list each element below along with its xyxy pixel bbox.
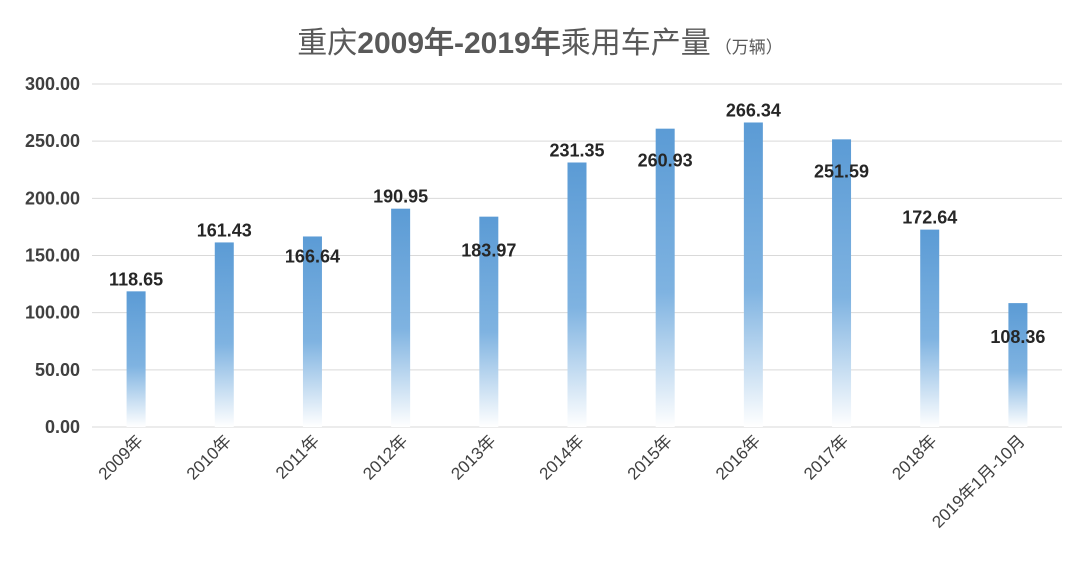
y-tick-label: 50.00 bbox=[35, 360, 80, 380]
y-axis-ticks: 0.00 50.00 100.00 150.00 200.00 250.00 300.00 bbox=[25, 74, 80, 437]
data-label: 108.36 bbox=[990, 327, 1045, 347]
x-axis-ticks: 2009年 2010年 2011年 2012年 2013年 2014年 2015年 2016年… bbox=[95, 431, 1029, 531]
data-labels: 118.65 161.43 166.64 190.95 183.97 231.35 260.… bbox=[109, 100, 1045, 347]
data-label: 118.65 bbox=[109, 269, 163, 289]
chart-title-years: 2009年-2019年 bbox=[357, 27, 560, 60]
bar bbox=[1008, 303, 1028, 427]
data-label: 231.35 bbox=[549, 140, 604, 160]
y-tick-label: 250.00 bbox=[25, 131, 80, 151]
chart-title-suffix: 乘用车产量 bbox=[561, 27, 711, 60]
data-label: 260.93 bbox=[638, 151, 693, 171]
x-tick-label: 2012年 bbox=[359, 431, 411, 483]
data-label: 183.97 bbox=[461, 241, 516, 261]
y-tick-label: 200.00 bbox=[25, 188, 80, 208]
data-label: 166.64 bbox=[285, 246, 340, 266]
x-tick-label: 2019年1月-10月 bbox=[928, 431, 1028, 531]
bar bbox=[920, 229, 940, 427]
x-tick-label: 2009年 bbox=[95, 431, 147, 483]
bar bbox=[655, 128, 675, 427]
y-tick-label: 0.00 bbox=[45, 417, 80, 437]
data-label: 172.64 bbox=[902, 208, 957, 228]
bar bbox=[479, 216, 499, 427]
bars bbox=[126, 122, 1028, 428]
chart-title-unit: （万辆） bbox=[715, 38, 783, 57]
x-tick-label: 2014年 bbox=[536, 431, 588, 483]
bar bbox=[743, 122, 763, 428]
data-label: 190.95 bbox=[373, 187, 428, 207]
bar bbox=[832, 139, 852, 428]
bar bbox=[391, 208, 411, 427]
data-label: 266.34 bbox=[726, 100, 781, 120]
chart-title-prefix: 重庆 bbox=[297, 27, 357, 60]
x-tick-label: 2011年 bbox=[272, 431, 323, 482]
x-tick-label: 2016年 bbox=[712, 431, 764, 483]
x-tick-label: 2017年 bbox=[800, 431, 852, 483]
data-label: 161.43 bbox=[197, 220, 252, 240]
x-tick-label: 2013年 bbox=[447, 431, 499, 483]
y-tick-label: 100.00 bbox=[25, 303, 80, 323]
data-label: 251.59 bbox=[814, 161, 869, 181]
x-tick-label: 2018年 bbox=[888, 431, 940, 483]
y-tick-label: 300.00 bbox=[25, 74, 80, 94]
bar bbox=[214, 242, 234, 427]
y-tick-label: 150.00 bbox=[25, 246, 80, 266]
x-tick-label: 2015年 bbox=[624, 431, 676, 483]
x-tick-label: 2010年 bbox=[183, 431, 235, 483]
bar bbox=[567, 162, 587, 427]
bar bbox=[302, 236, 322, 427]
bar bbox=[126, 291, 146, 427]
chart-title: 重庆2009年-2019年乘用车产量 （万辆） bbox=[297, 27, 782, 60]
